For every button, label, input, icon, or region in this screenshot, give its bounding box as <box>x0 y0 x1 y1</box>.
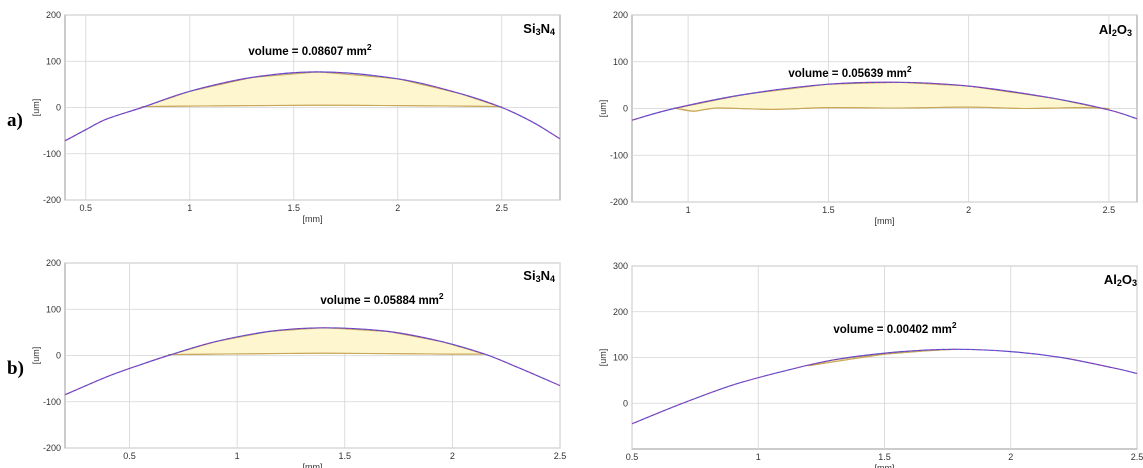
chart-3-ytick-label-3: 300 <box>613 261 628 271</box>
chart-3-ytick-label-1: 100 <box>613 353 628 363</box>
chart-0-xtick-label-1: 1 <box>187 203 192 213</box>
chart-1-xtick-label-2: 2 <box>966 205 971 215</box>
chart-3-xtick-label-1: 1 <box>756 452 761 462</box>
chart-0-profile-line-overlay <box>64 71 561 142</box>
chart-0-ytick-label-1: -100 <box>43 149 61 159</box>
chart-3-profile-line-overlay <box>631 348 1138 425</box>
chart-2-ytick-label-4: 200 <box>46 258 61 268</box>
chart-3-ytick-label-0: 0 <box>623 398 628 408</box>
chart-0-ytick-label-0: -200 <box>43 195 61 205</box>
chart-1-ytick-label-1: -100 <box>610 150 628 160</box>
chart-0-volume-label: volume = 0.08607 mm2 <box>248 42 372 58</box>
chart-b-si3n4: 0.5 1 1.5 2 2.5 -200 -100 0 100 200 [mm] [um] volume… <box>31 258 566 468</box>
chart-1-volume-label: volume = 0.05639 mm2 <box>788 64 912 80</box>
chart-0-ylabel: [um] <box>31 99 41 117</box>
chart-2-ytick-label-1: -100 <box>43 397 61 407</box>
chart-0-xtick-label-4: 2.5 <box>496 203 509 213</box>
chart-0-material-label: Si3N4 <box>523 21 555 37</box>
chart-3-xtick-label-0: 0.5 <box>626 452 639 462</box>
chart-0-xtick-label-0: 0.5 <box>80 203 93 213</box>
chart-3-wear-line <box>808 348 956 367</box>
chart-1-profile-line-overlay <box>631 81 1138 121</box>
chart-3-ytick-label-2: 200 <box>613 307 628 317</box>
chart-1-ylabel: [um] <box>598 100 608 118</box>
chart-1-xtick-label-0: 1 <box>686 205 691 215</box>
chart-2-xlabel: [mm] <box>303 462 323 468</box>
chart-2-xtick-label-3: 2 <box>450 451 455 461</box>
chart-3-xtick-label-3: 2 <box>1008 452 1013 462</box>
chart-1-wear-line <box>673 106 1109 112</box>
chart-2-ytick-label-3: 100 <box>46 304 61 314</box>
chart-3-xtick-label-4: 2.5 <box>1131 452 1143 462</box>
chart-2-profile-line-overlay <box>64 327 561 396</box>
chart-2-xtick-label-2: 1.5 <box>339 451 352 461</box>
chart-1-xtick-label-3: 2.5 <box>1103 205 1116 215</box>
chart-3-ylabel: [um] <box>598 349 608 367</box>
chart-1-ytick-label-3: 100 <box>613 57 628 67</box>
chart-2-ytick-label-0: -200 <box>43 443 61 453</box>
chart-3-xtick-label-2: 1.5 <box>878 452 891 462</box>
chart-1-xlabel: [mm] <box>875 216 895 226</box>
chart-3-material-label: Al2O3 <box>1104 272 1137 288</box>
chart-2-ytick-label-2: 0 <box>56 351 61 361</box>
chart-0-ytick-label-2: 0 <box>56 103 61 113</box>
row-label-b: b) <box>7 358 24 379</box>
chart-3-xlabel: [mm] <box>875 463 895 468</box>
chart-0-xtick-label-2: 1.5 <box>288 203 301 213</box>
chart-0-ytick-label-4: 200 <box>46 10 61 20</box>
chart-0-xtick-label-3: 2 <box>395 203 400 213</box>
chart-a-si3n4: 0.5 1 1.5 2 2.5 -200 -100 0 100 200 [mm] [um] volume… <box>31 10 561 224</box>
chart-2-ylabel: [um] <box>31 347 41 365</box>
chart-0-ytick-label-3: 100 <box>46 56 61 66</box>
chart-1-ytick-label-4: 200 <box>613 10 628 20</box>
chart-2-wear-line <box>168 352 485 356</box>
chart-3-volume-label: volume = 0.00402 mm2 <box>833 320 957 336</box>
chart-2-xtick-label-4: 2.5 <box>554 451 567 461</box>
chart-1-material-label: Al2O3 <box>1099 22 1132 38</box>
chart-1-xtick-label-1: 1.5 <box>822 205 835 215</box>
chart-2-xtick-label-0: 0.5 <box>123 451 136 461</box>
chart-b-al2o3: 0.5 1 1.5 2 2.5 0 100 200 300 [mm] [um] volume = 0.… <box>598 261 1143 468</box>
chart-a-al2o3: 1 1.5 2 2.5 -200 -100 0 100 200 [mm] [um] volume = … <box>598 10 1138 226</box>
chart-1-ytick-label-2: 0 <box>623 104 628 114</box>
chart-1-ytick-label-0: -200 <box>610 197 628 207</box>
chart-2-material-label: Si3N4 <box>523 268 555 284</box>
chart-0-wear-line <box>141 104 502 108</box>
chart-2-volume-label: volume = 0.05884 mm2 <box>320 291 444 307</box>
chart-2-xtick-label-1: 1 <box>235 451 240 461</box>
row-label-a: a) <box>7 110 23 131</box>
chart-0-xlabel: [mm] <box>303 214 323 224</box>
